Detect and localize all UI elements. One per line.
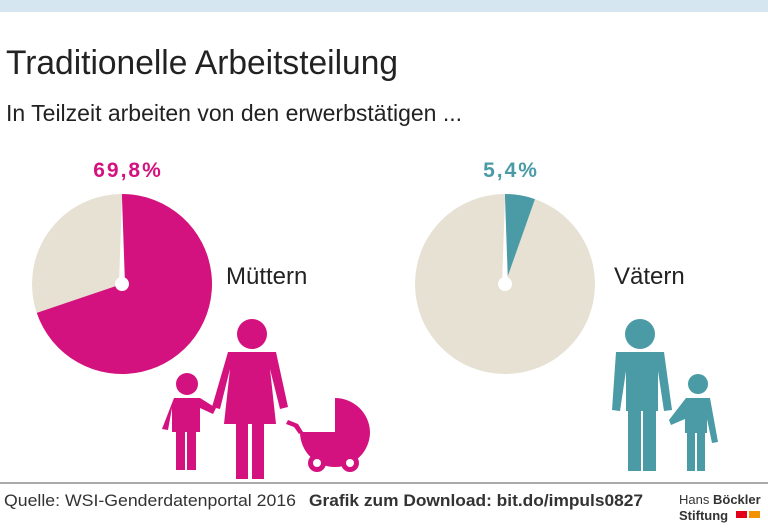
mother-figures [162, 319, 370, 479]
subtitle: In Teilzeit arbeiten von den erwerbstäti… [6, 100, 462, 126]
clock-center [498, 277, 512, 291]
clock-center [115, 277, 129, 291]
clock-hand [119, 198, 125, 284]
clock-hand [502, 198, 508, 284]
logo-text: Hans [679, 492, 710, 507]
logo-text: Stiftung [679, 508, 728, 523]
father-figures [612, 319, 718, 471]
source: Quelle: WSI-Genderdatenportal 2016 [4, 491, 296, 510]
download: Grafik zum Download: bit.do/impuls0827 [309, 491, 643, 510]
logo-mark [749, 511, 760, 518]
logo-text: Böckler [713, 492, 761, 507]
logo-mark [736, 511, 747, 518]
pie-label: Vätern [614, 263, 685, 290]
title: Traditionelle Arbeitsteilung [6, 44, 398, 82]
pie-label: Müttern [226, 263, 307, 290]
value-label: 69,8% [93, 159, 163, 182]
value-label: 5,4% [483, 159, 539, 182]
pie-slice [505, 194, 535, 284]
top-band [0, 0, 768, 12]
